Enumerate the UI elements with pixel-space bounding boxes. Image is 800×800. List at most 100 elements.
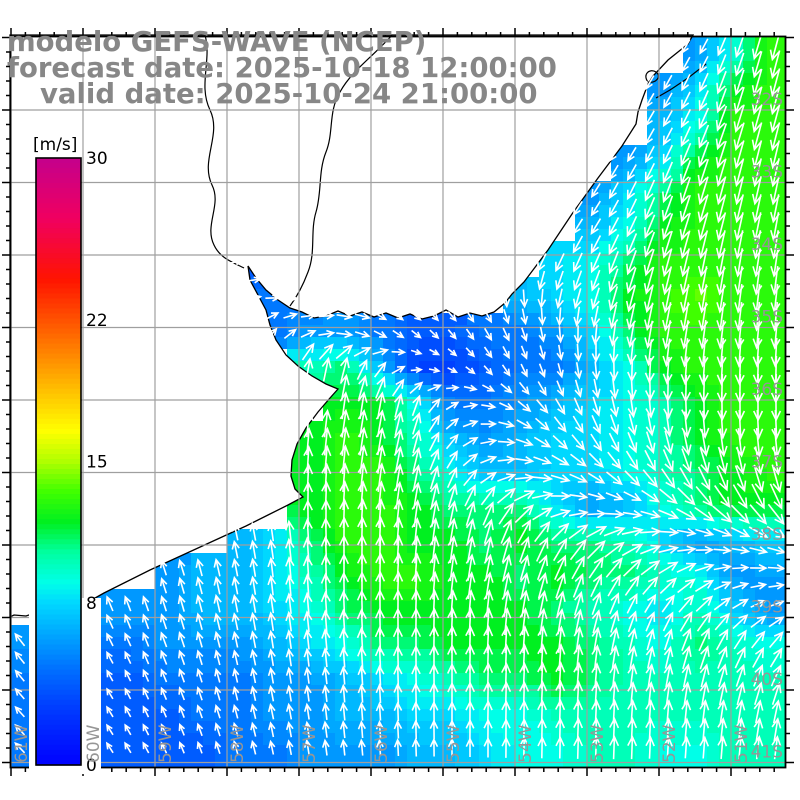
wind-arrow xyxy=(537,381,547,397)
wind-arrow xyxy=(587,509,607,519)
wind-arrow xyxy=(753,734,764,760)
wind-arrow xyxy=(465,328,475,341)
wind-arrow xyxy=(249,630,258,649)
wind-arrow xyxy=(661,594,675,613)
wind-arrow xyxy=(607,451,622,470)
wind-arrow xyxy=(301,294,317,302)
wind-arrow xyxy=(411,429,422,454)
wind-arrow xyxy=(411,552,422,582)
wind-arrow xyxy=(375,738,384,756)
wind-arrow xyxy=(303,720,312,738)
wind-arrow xyxy=(339,683,349,703)
wind-arrow xyxy=(232,685,240,701)
lon-label-57W: 57W xyxy=(300,724,320,763)
wind-arrow xyxy=(676,508,698,521)
wind-arrow xyxy=(268,739,276,755)
wind-arrow xyxy=(625,285,637,313)
wind-arrow xyxy=(339,444,350,474)
wind-arrow xyxy=(178,740,186,754)
wind-arrow xyxy=(586,540,606,560)
wind-arrow xyxy=(465,718,475,740)
wind-arrow xyxy=(391,378,405,397)
wind-arrow xyxy=(338,627,349,651)
wind-arrow xyxy=(318,312,336,320)
wind-arrow xyxy=(608,268,619,293)
wind-arrow xyxy=(231,557,240,577)
wind-arrow xyxy=(627,146,637,163)
wind-arrow xyxy=(752,337,763,368)
wind-arrow xyxy=(768,599,785,608)
wind-arrow xyxy=(769,68,781,98)
wind-arrow xyxy=(303,738,312,756)
wind-arrow xyxy=(591,626,602,652)
wind-arrow xyxy=(715,212,727,242)
wind-arrow xyxy=(555,735,565,759)
wind-arrow xyxy=(733,158,745,188)
axis-ticks xyxy=(2,28,794,776)
wind-arrow xyxy=(771,699,782,724)
wind-arrow xyxy=(285,720,294,738)
wind-arrow xyxy=(353,346,372,357)
wind-arrow xyxy=(751,68,763,97)
wind-arrow xyxy=(250,703,258,719)
wind-arrow xyxy=(554,554,567,581)
wind-arrow xyxy=(622,558,642,577)
wind-arrow xyxy=(195,630,204,648)
wind-arrow xyxy=(321,684,330,702)
wind-arrow xyxy=(587,472,606,484)
wind-arrow xyxy=(590,287,600,310)
wind-arrow xyxy=(339,701,349,721)
wind-arrow xyxy=(608,199,620,218)
wind-arrow xyxy=(537,589,548,617)
wind-arrow xyxy=(429,700,439,722)
wind-arrow xyxy=(356,358,368,380)
wind-arrow xyxy=(446,466,458,489)
wind-arrow xyxy=(391,365,406,375)
wind-arrow xyxy=(626,164,637,182)
wind-arrow xyxy=(643,231,656,258)
wind-arrow xyxy=(429,448,440,471)
wind-arrow xyxy=(574,362,583,380)
wind-arrow xyxy=(698,90,709,112)
wind-arrow xyxy=(590,235,602,255)
lat-label-35S: 35S xyxy=(751,308,783,328)
wind-arrow xyxy=(771,681,782,705)
wind-arrow xyxy=(302,573,313,597)
wind-arrow xyxy=(627,627,638,651)
wind-arrow xyxy=(285,647,294,667)
wind-arrow xyxy=(730,504,750,525)
wind-arrow xyxy=(574,343,583,362)
wind-arrow xyxy=(520,308,529,326)
wind-arrow xyxy=(591,378,601,399)
wind-arrow xyxy=(645,645,656,669)
wind-arrow xyxy=(231,593,240,613)
wind-arrow xyxy=(339,738,348,756)
wind-arrow xyxy=(354,330,371,338)
wind-arrow xyxy=(373,330,388,338)
wind-arrow xyxy=(555,572,567,599)
wind-arrow xyxy=(609,627,620,652)
wind-arrow xyxy=(142,631,150,647)
lat-label-36S: 36S xyxy=(751,380,783,400)
wind-arrow xyxy=(678,594,695,613)
wind-arrow xyxy=(713,546,733,555)
wind-arrow xyxy=(357,480,368,511)
wind-arrow xyxy=(303,702,312,720)
wind-arrow xyxy=(232,721,240,737)
wind-arrow xyxy=(591,414,601,435)
wind-arrow xyxy=(717,410,728,440)
wind-arrow xyxy=(267,611,277,632)
wind-arrow xyxy=(658,509,680,520)
wind-arrow xyxy=(465,347,476,358)
wind-arrow xyxy=(733,104,745,134)
wind-arrow xyxy=(715,158,727,188)
wind-arrow xyxy=(411,534,422,564)
wind-arrow xyxy=(586,525,608,538)
wind-arrow xyxy=(556,326,565,344)
wind-arrow xyxy=(662,449,674,473)
wind-arrow xyxy=(480,471,498,484)
wind-arrow xyxy=(321,738,330,756)
wind-arrow xyxy=(642,576,659,595)
wind-arrow xyxy=(393,392,404,418)
